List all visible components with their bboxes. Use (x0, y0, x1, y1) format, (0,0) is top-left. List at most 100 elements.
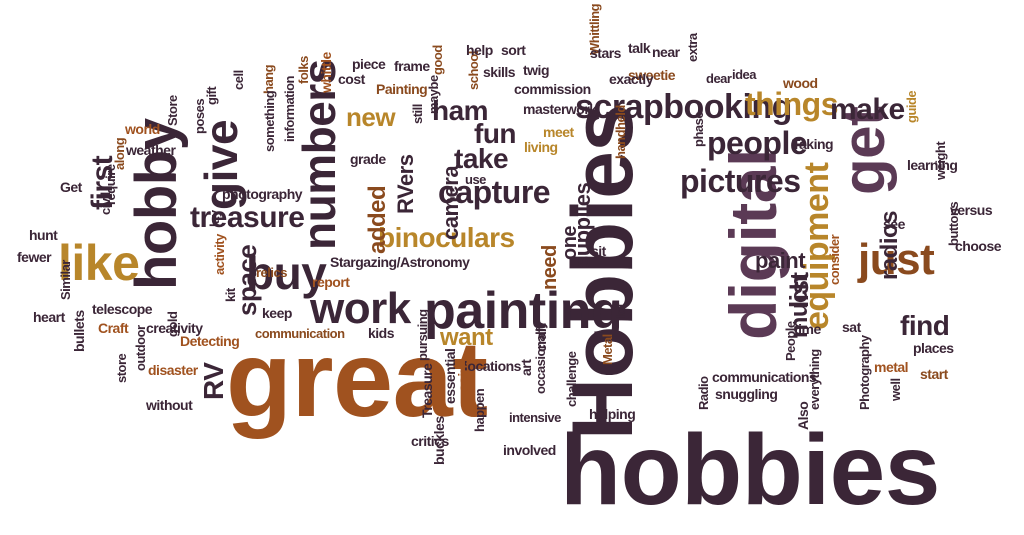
word-scrapbooking: scrapbooking (575, 88, 792, 126)
word-detecting: Detecting (180, 333, 240, 349)
word-added: added (364, 185, 391, 254)
word-lay: lay (207, 210, 222, 227)
word-want: want (440, 324, 493, 351)
word-painting-cap: Painting (376, 81, 428, 97)
word-frame: frame (394, 58, 430, 74)
word-guide: guide (904, 90, 919, 123)
word-bullets: bullets (71, 310, 87, 352)
word-need: need (539, 245, 561, 290)
word-learning: learning (907, 157, 958, 173)
word-get-cap: Get (60, 179, 82, 195)
word-photography: photography (222, 186, 303, 202)
word-hang: hang (261, 64, 276, 94)
word-start: start (920, 366, 948, 382)
word-idea: idea (732, 67, 757, 82)
word-critics: critics (411, 433, 449, 449)
word-coins: coins (455, 357, 471, 392)
word-require: require (103, 164, 118, 205)
word-use: use (465, 172, 486, 187)
word-report: report (312, 274, 350, 290)
word-communication: communication (255, 326, 345, 341)
word-cell: cell (231, 70, 246, 90)
word-whittle: whittle (318, 52, 334, 93)
word-intensive: intensive (509, 410, 561, 425)
word-buckles: buckles (431, 416, 447, 465)
word-buy: buy (246, 247, 327, 299)
word-ham: ham (432, 95, 489, 126)
word-helping: helping (589, 406, 636, 422)
word-challenge: challenge (564, 351, 579, 407)
word-like: like (58, 235, 140, 291)
word-something: something (262, 90, 277, 152)
word-one: one (559, 225, 581, 260)
word-living: living (524, 139, 558, 155)
word-extra: extra (685, 33, 700, 62)
word-choose: choose (955, 238, 1002, 254)
word-well: well (888, 378, 903, 401)
word-locations: locations (464, 358, 521, 374)
word-lot: lot (613, 303, 628, 318)
word-weather: weather (126, 142, 176, 158)
word-space: space (232, 244, 262, 316)
word-versus: versus (950, 202, 993, 218)
word-stars: stars (590, 45, 621, 61)
word-good: good (430, 45, 445, 75)
word-see: see (883, 216, 905, 232)
word-metal-cap: Metal (600, 334, 615, 365)
word-time: time (794, 321, 821, 337)
word-masterwork: masterwork (523, 101, 597, 117)
word-also: Also (795, 401, 811, 430)
word-gold: gold (165, 311, 180, 337)
word-treasure-cap: Treasure (419, 363, 435, 418)
word-people-cap: People (783, 321, 798, 361)
word-art: art (518, 359, 534, 376)
word-rvers: RVers (393, 154, 418, 214)
word-capture: capture (438, 174, 551, 210)
word-talk: talk (628, 40, 651, 56)
word-keep: keep (262, 305, 292, 321)
word-phase: phase (691, 111, 706, 147)
word-help: help (466, 42, 493, 58)
word-weight: weight (933, 141, 948, 180)
word-binoculars: binoculars (378, 222, 515, 253)
word-kids: kids (368, 325, 395, 341)
word-wood: wood (783, 75, 818, 91)
word-near: near (652, 44, 680, 60)
word-information: information (282, 76, 297, 142)
word-sort: sort (501, 42, 526, 58)
word-cost: cost (338, 71, 365, 87)
word-sat: sat (842, 319, 861, 335)
word-dear: dear (706, 71, 732, 86)
word-similar: Similar (58, 260, 73, 300)
word-painting: painting (424, 282, 623, 340)
word-communications: communications (712, 369, 817, 385)
word-stargazing: Stargazing/Astronomy (330, 254, 470, 270)
word-just: just (858, 235, 935, 284)
word-telescope: telescope (92, 301, 153, 317)
word-pursuing: pursuing (415, 309, 430, 361)
word-still: still (410, 104, 425, 124)
word-maybe: maybe (426, 75, 441, 114)
word-outdoor: outdoor (133, 325, 148, 371)
word-relics: relics (256, 265, 287, 280)
word-new: new (346, 102, 396, 132)
word-essential: essential (442, 348, 458, 404)
word-taking: Taking (792, 136, 834, 152)
word-skills: skills (483, 64, 516, 80)
word-people: people (707, 125, 808, 161)
word-exactly: exactly (609, 71, 653, 87)
word-work: work (310, 284, 411, 333)
word-fewer: fewer (17, 249, 52, 265)
word-rv: RV (198, 362, 229, 400)
word-paint: paint (755, 248, 806, 273)
word-consider: consider (827, 234, 842, 285)
word-piece: piece (352, 56, 386, 72)
word-store: store (114, 353, 129, 383)
word-grade: grade (350, 151, 386, 167)
word-activity: activity (212, 234, 227, 275)
word-disaster: disaster (148, 362, 198, 378)
word-places: places (913, 340, 954, 356)
word-metal: metal (874, 359, 909, 375)
word-twig: twig (523, 62, 550, 78)
word-things: things (745, 86, 838, 122)
